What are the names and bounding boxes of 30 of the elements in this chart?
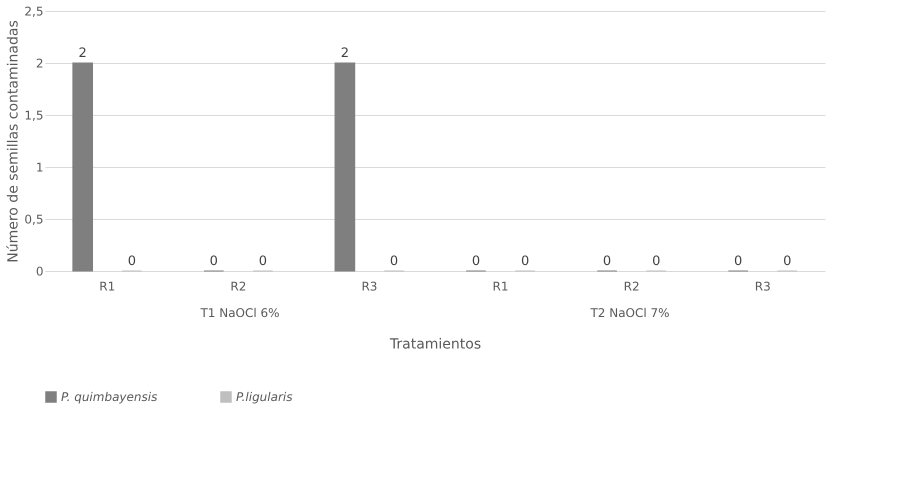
legend-label: P. quimbayensis <box>61 390 158 404</box>
x-axis-title: Tratamientos <box>388 336 482 352</box>
y-tick-label: 1 <box>36 160 44 174</box>
y-axis-title: Número de semillas contaminadas <box>5 20 22 263</box>
text: T1 NaOCl 6% <box>199 306 280 320</box>
x-tick-label: R2 <box>230 280 246 294</box>
y-tick-label: 2 <box>36 56 44 70</box>
x-tick-label: R3 <box>754 280 771 294</box>
data-label: 0 <box>258 254 268 269</box>
x-tick-label: R1 <box>99 280 116 294</box>
data-label: 0 <box>602 254 612 269</box>
x-tick-label: R2 <box>624 280 640 294</box>
x-tick-label: R1 <box>492 280 509 294</box>
y-tick-label: 1,5 <box>24 108 44 122</box>
data-label: 0 <box>652 254 660 269</box>
data-label: 2 <box>78 46 87 61</box>
data-label: 0 <box>128 254 136 269</box>
x-tick-label: R3 <box>361 280 378 294</box>
y-tick-label: 0 <box>36 264 44 278</box>
data-label: 0 <box>390 254 398 269</box>
data-label: 0 <box>520 254 530 269</box>
data-label: 0 <box>472 254 480 269</box>
data-label: 0 <box>783 254 792 269</box>
y-tick-label: 0,5 <box>24 212 44 226</box>
legend-label: P.ligularis <box>236 390 292 404</box>
text: T2 NaOCl 7% <box>589 306 670 320</box>
data-label: 0 <box>734 254 742 269</box>
data-label: 2 <box>340 46 350 61</box>
data-label: 0 <box>210 254 218 269</box>
y-tick-label: 2,5 <box>24 4 44 18</box>
